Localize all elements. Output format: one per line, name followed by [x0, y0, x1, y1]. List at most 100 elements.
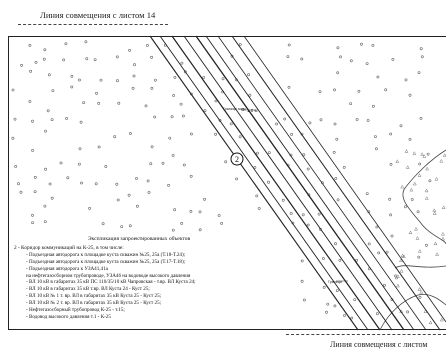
object-marker-2[interactable]: 2: [230, 152, 244, 166]
terrain-dot: [267, 151, 271, 155]
terrain-dot: [46, 109, 50, 113]
terrain-dot: [385, 250, 389, 254]
terrain-dot: [44, 129, 48, 133]
tree-symbol: [394, 275, 399, 280]
terrain-dot: [203, 109, 207, 113]
terrain-dot: [116, 79, 119, 83]
terrain-dot: [198, 228, 202, 232]
terrain-dot: [317, 212, 321, 216]
terrain-dot: [150, 86, 154, 90]
distance-label: 1.0 м: [247, 108, 258, 113]
terrain-dot: [167, 183, 171, 187]
terrain-dot: [238, 135, 242, 139]
terrain-dot: [235, 177, 239, 181]
terrain-dot: [418, 162, 422, 166]
tree-symbol: [395, 283, 400, 288]
terrain-dot: [150, 55, 154, 59]
tree-symbol: [428, 320, 433, 325]
terrain-dot: [389, 132, 393, 136]
terrain-dot: [334, 177, 338, 180]
corridor-line: [217, 35, 427, 331]
terrain-dot: [301, 213, 305, 217]
terrain-dot: [335, 289, 339, 293]
terrain-dot: [321, 257, 325, 260]
terrain-dot: [333, 122, 337, 126]
tree-symbol: [441, 236, 445, 241]
tree-symbol: [395, 274, 400, 278]
tree-symbol: [420, 152, 425, 156]
terrain-dot: [290, 132, 294, 136]
terrain-dot: [180, 61, 184, 65]
terrain-dot: [300, 57, 304, 61]
terrain-dot: [48, 182, 52, 186]
corridor-line: [195, 35, 405, 331]
terrain-dot: [34, 61, 38, 64]
terrain-dot: [302, 153, 306, 157]
tree-symbol: [425, 166, 430, 171]
terrain-dot: [31, 148, 34, 152]
terrain-dot: [326, 302, 330, 306]
tree-symbol: [417, 287, 422, 291]
terrain-dot: [257, 207, 261, 210]
terrain-dot: [365, 62, 369, 66]
tree-symbol: [417, 248, 422, 253]
corridor-line: [205, 35, 415, 331]
terrain-boundary-curve: [402, 149, 446, 245]
legend-explication: Экспликация запроектированных объектов 2…: [14, 236, 304, 321]
terrain-dot: [388, 197, 392, 201]
terrain-dot: [189, 132, 193, 136]
terrain-dot: [353, 298, 357, 302]
terrain-dot: [418, 295, 422, 299]
legend-item: - ВЛ 10 кВ № 1 т. вр. ВЛ в габаритах 35 …: [26, 293, 162, 300]
terrain-dot: [198, 210, 202, 214]
terrain-dot: [318, 90, 322, 94]
terrain-dot: [300, 259, 304, 263]
tree-symbol: [432, 208, 437, 212]
terrain-dot: [66, 176, 70, 180]
terrain-dot: [416, 210, 420, 214]
corridor-line: [159, 35, 369, 331]
terrain-dot: [241, 108, 245, 111]
legend-item: - Нефтегазосборный трубопровод К-25 - т.…: [26, 307, 125, 314]
terrain-dot: [287, 43, 291, 47]
terrain-dot: [28, 44, 32, 47]
terrain-dot: [115, 182, 119, 186]
terrain-dot: [150, 145, 154, 149]
terrain-dot: [47, 73, 51, 77]
terrain-dot: [224, 160, 228, 164]
terrain-dot: [115, 55, 119, 59]
terrain-dot: [189, 174, 193, 178]
tree-symbol: [399, 268, 404, 273]
terrain-dot: [79, 120, 83, 124]
map-frame: [8, 36, 446, 330]
terrain-dot: [13, 117, 17, 121]
tree-symbol: [395, 159, 400, 163]
terrain-dot: [384, 88, 388, 92]
terrain-dot: [120, 225, 124, 229]
bottom-match-line: [286, 334, 446, 335]
terrain-dot: [417, 71, 421, 75]
tree-symbol: [415, 236, 420, 240]
terrain-dot: [360, 42, 363, 46]
boundary-label: Граница зоны: [223, 107, 246, 111]
bottom-match-line-label: Линия совмещения с листом: [330, 340, 428, 349]
terrain-dot: [11, 88, 15, 92]
terrain-dot: [113, 135, 117, 139]
terrain-dot: [382, 283, 386, 287]
terrain-dot: [214, 132, 218, 136]
top-match-line: [18, 24, 168, 25]
terrain-dot: [128, 132, 132, 135]
terrain-dot: [11, 136, 15, 140]
tree-symbol: [439, 317, 444, 322]
terrain-dot: [377, 251, 381, 255]
terrain-dot: [374, 147, 378, 151]
terrain-dot: [59, 161, 63, 165]
terrain-dot: [94, 182, 98, 186]
terrain-dot: [306, 167, 310, 171]
terrain-dot: [117, 101, 121, 105]
terrain-dot: [50, 118, 54, 122]
terrain-dot: [308, 121, 312, 125]
terrain-dot: [173, 208, 177, 212]
terrain-dot: [147, 191, 151, 194]
terrain-dot: [149, 162, 153, 166]
